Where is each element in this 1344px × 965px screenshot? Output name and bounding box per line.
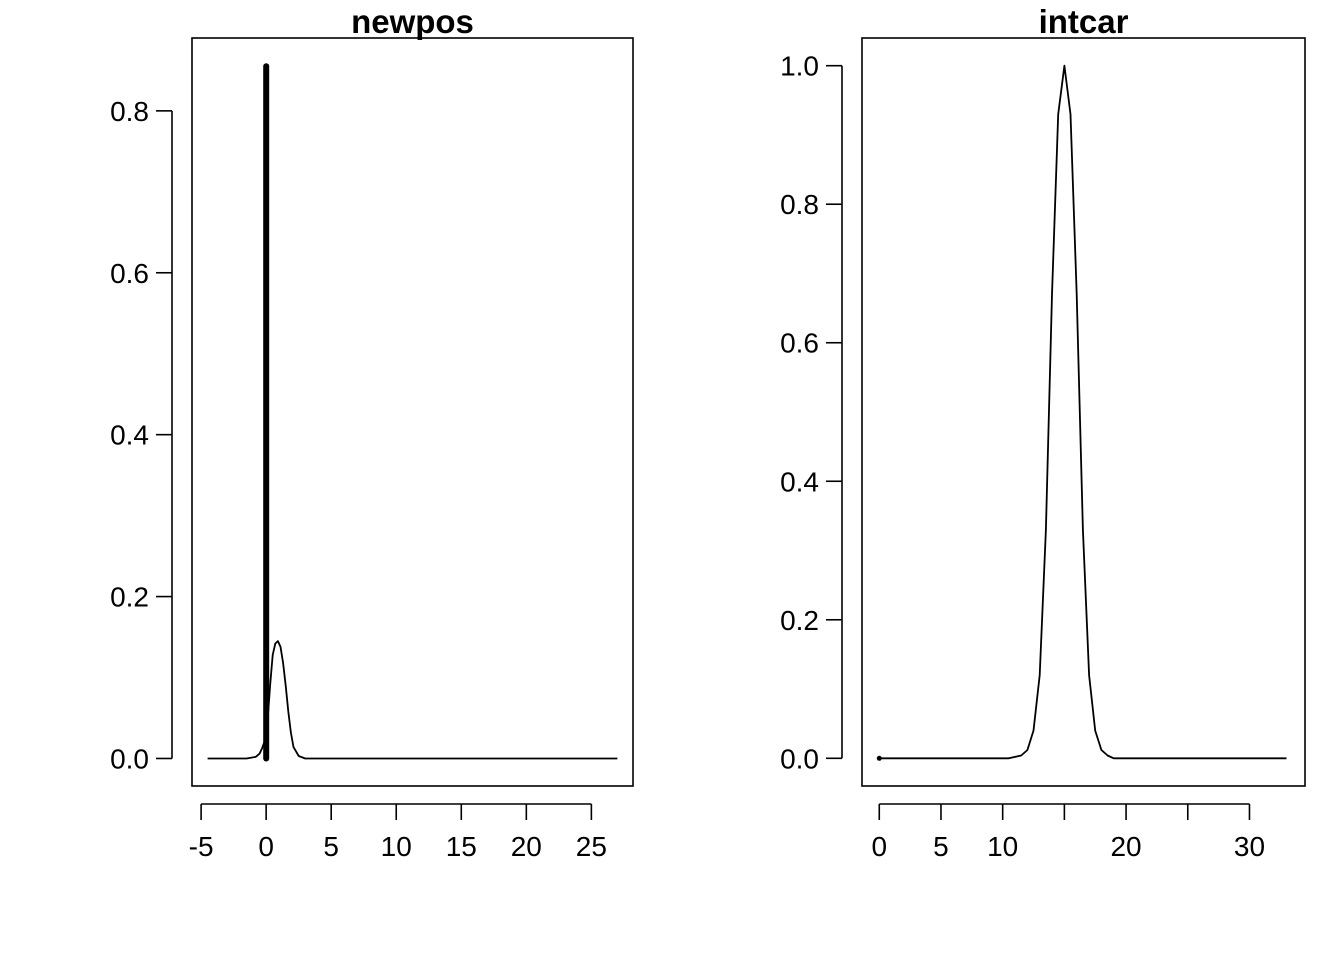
intcar-x-tick-label: 30	[1234, 831, 1265, 862]
newpos-density-line	[207, 640, 618, 760]
newpos-y-tick-label: 0.2	[110, 582, 149, 613]
newpos-y-tick-label: 0.6	[110, 258, 149, 289]
newpos-x-tick-label: 25	[576, 831, 607, 862]
newpos-x-tick-label: -5	[189, 831, 214, 862]
intcar-y-tick-label: 0.2	[780, 605, 819, 636]
intcar-x-tick-label: 20	[1110, 831, 1141, 862]
intcar-y-tick-label: 1.0	[780, 51, 819, 82]
newpos-y-tick-label: 0.8	[110, 96, 149, 127]
intcar-x-tick-label: 10	[987, 831, 1018, 862]
newpos-y-tick-label: 0.4	[110, 420, 149, 451]
newpos-x-tick-label: 10	[381, 831, 412, 862]
intcar-title: intcar	[1039, 3, 1129, 40]
intcar-density-line	[879, 64, 1287, 760]
newpos-title: newpos	[351, 3, 474, 40]
intcar-start-point	[876, 755, 882, 761]
intcar-y-tick-label: 0.0	[780, 743, 819, 774]
intcar-x-tick-label: 0	[871, 831, 887, 862]
newpos-x-tick-label: 20	[511, 831, 542, 862]
intcar-y-tick-label: 0.8	[780, 189, 819, 220]
newpos-x-tick-label: 0	[258, 831, 274, 862]
intcar-y-tick-label: 0.4	[780, 466, 819, 497]
newpos-y-tick-label: 0.0	[110, 743, 149, 774]
intcar-plot-frame	[861, 37, 1306, 787]
intcar-x-tick-label: 5	[933, 831, 949, 862]
newpos-plot-frame	[191, 37, 634, 787]
newpos-x-tick-label: 5	[323, 831, 339, 862]
intcar-y-tick-label: 0.6	[780, 328, 819, 359]
newpos-x-tick-label: 15	[446, 831, 477, 862]
